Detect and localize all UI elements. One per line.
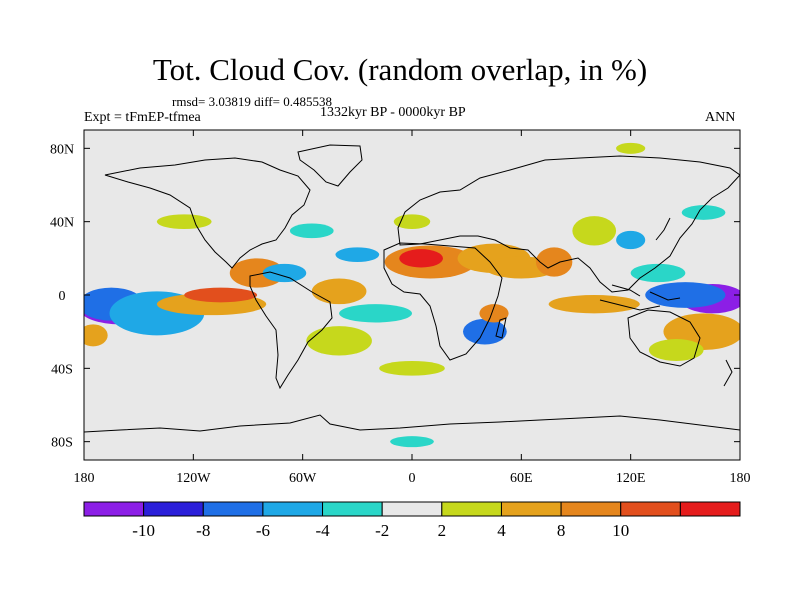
colorbar-label-5: 2: [438, 521, 447, 540]
x-tick-label-0: 180: [74, 471, 95, 486]
anomaly-region-22: [645, 282, 726, 308]
anomaly-region-7: [262, 263, 307, 283]
colorbar-label-6: 4: [497, 521, 506, 540]
colorbar-swatch-8: [560, 501, 622, 517]
x-tick-label-2: 60W: [289, 471, 317, 486]
coastline-greenland: [297, 144, 363, 187]
coastline-eurasia: [397, 155, 740, 293]
colorbar-label-1: -8: [196, 521, 210, 540]
colorbar-label-2: -6: [256, 521, 270, 540]
anomaly-region-16: [535, 247, 573, 277]
period-label: 1332kyr BP - 0000kyr BP: [320, 105, 466, 120]
anomaly-region-20: [548, 295, 640, 314]
anomaly-region-17: [572, 216, 617, 246]
coastline-new-zealand: [723, 359, 733, 387]
anomaly-region-28: [306, 326, 372, 356]
y-tick-label-1: 40N: [50, 216, 74, 231]
y-tick-label-4: 80S: [51, 436, 73, 451]
anomaly-region-32: [616, 142, 646, 154]
map-title: Tot. Cloud Cov. (random overlap, in %): [152, 52, 648, 87]
season-label: ANN: [705, 110, 736, 125]
anomaly-region-12: [399, 249, 443, 268]
colorbar-swatch-2: [202, 501, 264, 517]
anomaly-region-8: [311, 278, 367, 305]
anomaly-region-19: [630, 263, 686, 283]
coastline-indonesia: [599, 284, 681, 311]
x-tick-label-1: 120W: [176, 471, 211, 486]
anomaly-region-5: [184, 287, 258, 303]
y-tick-label-2: 0: [59, 289, 66, 304]
x-tick-label-3: 0: [409, 471, 416, 486]
colorbar-label-3: -4: [315, 521, 330, 540]
anomaly-region-33: [390, 436, 434, 448]
anomaly-field: [84, 142, 740, 448]
colorbar-label-4: -2: [375, 521, 389, 540]
anomaly-region-9: [335, 247, 380, 262]
colorbar-label-7: 8: [557, 521, 566, 540]
coastline-antarctica: [84, 414, 740, 433]
anomaly-region-13: [393, 214, 431, 230]
coastline-south-america: [249, 271, 333, 390]
coastline-japan: [655, 217, 671, 241]
anomaly-region-10: [289, 223, 334, 239]
x-tick-label-4: 60E: [510, 471, 533, 486]
colorbar-label-8: 10: [612, 521, 629, 540]
colorbar-swatch-4: [322, 501, 383, 517]
anomaly-region-25: [463, 318, 507, 345]
colorbar: -10 -8 -6 -4 -2 2 4 8 10: [83, 501, 741, 540]
coastline-africa: [383, 242, 503, 361]
coastline-north-america: [104, 157, 311, 269]
colorbar-swatch-5: [381, 501, 443, 517]
colorbar-swatch-1: [143, 501, 204, 517]
colorbar-swatch-7: [500, 501, 562, 517]
anomaly-region-6: [229, 258, 285, 288]
coastline-australia: [627, 309, 701, 367]
anomaly-region-30: [156, 214, 212, 230]
colorbar-swatch-6: [441, 501, 502, 517]
colorbar-swatch-9: [620, 501, 681, 517]
colorbar-swatch-0: [83, 501, 145, 517]
anomaly-region-24: [648, 339, 704, 361]
x-tick-label-6: 180: [730, 471, 751, 486]
x-tick-label-5: 120E: [616, 471, 646, 486]
anomaly-region-26: [479, 304, 509, 323]
y-axis: 80N 40N 0 40S 80S: [50, 142, 740, 451]
colorbar-label-0: -10: [132, 521, 155, 540]
anomaly-region-27: [339, 304, 412, 323]
anomaly-region-18: [616, 230, 646, 250]
experiment-label: Expt = tFmEP-tfmea: [84, 110, 201, 125]
anomaly-region-29: [379, 361, 445, 376]
coastlines: [84, 144, 740, 433]
x-axis: 180 120W 60W 0 60E 120E 180: [74, 130, 751, 486]
colorbar-swatch-10: [679, 501, 741, 517]
coastline-madagascar: [495, 317, 507, 339]
colorbar-swatch-3: [262, 501, 324, 517]
y-tick-label-3: 40S: [51, 362, 73, 377]
anomaly-region-31: [681, 205, 726, 220]
anomaly-region-3: [84, 324, 108, 347]
y-tick-label-0: 80N: [50, 142, 74, 157]
stats-label: rmsd= 3.03819 diff= 0.485538: [172, 94, 332, 109]
